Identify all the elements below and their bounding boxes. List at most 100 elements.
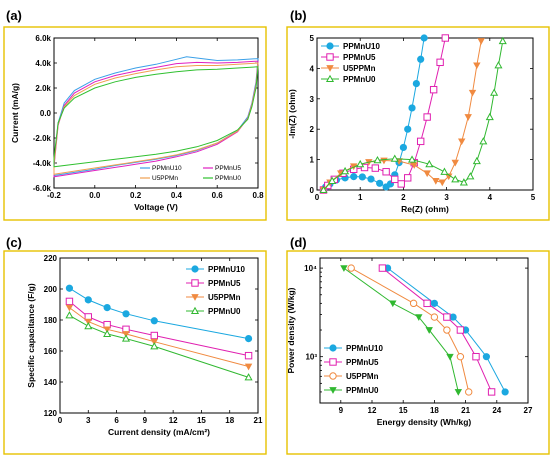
x-tick-label: 12 — [169, 416, 178, 425]
panel-b-frame — [286, 26, 550, 221]
data-point — [494, 61, 503, 69]
legend-label: PPMnU0 — [346, 386, 379, 395]
data-point — [436, 58, 444, 67]
y-tick-label: 4.0k — [35, 59, 51, 68]
data-point — [319, 185, 328, 194]
data-point — [341, 166, 350, 175]
data-point — [423, 299, 431, 308]
data-point — [373, 155, 382, 164]
data-point — [443, 326, 451, 334]
series-ppmnu0 — [340, 265, 463, 396]
data-point — [378, 264, 387, 272]
legend-label: U5PPMn — [152, 175, 178, 182]
data-point — [407, 155, 417, 163]
y-tick-label: 2.0k — [35, 84, 51, 93]
data-point — [404, 174, 412, 182]
chart-ragone-plot: 9 12 15 18 21 24 27 10³ 10⁴ Energy density (Wh/kg… — [286, 257, 533, 427]
data-point — [472, 156, 481, 165]
plot-area — [319, 257, 529, 404]
legend-marker — [329, 344, 337, 352]
data-point — [487, 388, 496, 396]
y-tick-label: 180 — [44, 316, 58, 325]
legend-marker — [191, 294, 199, 301]
y-axis-title: -Im(Z) (ohm) — [287, 89, 297, 139]
data-point — [328, 176, 337, 184]
x-tick-label: 1 — [358, 193, 363, 202]
y-tick-label: -6.0k — [33, 184, 52, 193]
data-point — [390, 154, 399, 162]
data-point — [466, 172, 475, 180]
series-line — [69, 307, 249, 367]
x-tick-label: 0 — [58, 416, 63, 425]
data-point — [485, 112, 494, 121]
data-point — [103, 329, 112, 338]
legend-marker — [329, 372, 337, 380]
series-u5ppmn — [53, 62, 259, 175]
data-point — [440, 167, 449, 175]
legend-label: PPMnU5 — [343, 53, 376, 62]
data-point — [445, 173, 453, 181]
data-point — [454, 389, 463, 396]
data-point — [415, 314, 423, 321]
legend-label: U5PPMn — [208, 293, 241, 302]
x-tick-label: 9 — [339, 406, 344, 415]
legend-marker — [325, 74, 335, 83]
y-tick-label: 1 — [310, 156, 315, 165]
data-point — [416, 137, 425, 146]
panel-a-frame — [3, 26, 267, 221]
data-point — [84, 296, 92, 304]
y-tick-label: 0.0 — [40, 109, 52, 118]
x-tick-label: 9 — [143, 416, 148, 425]
legend: PPMnU10 PPMnU5 U5PPMn PPMnU0 — [321, 42, 380, 84]
data-point — [473, 62, 481, 70]
data-point — [477, 38, 485, 45]
x-tick-label: 0.2 — [130, 191, 142, 200]
x-tick-label: 0 — [315, 193, 320, 202]
x-tick-label: 4 — [488, 193, 493, 202]
legend-label: PPMnU10 — [208, 265, 245, 274]
data-point — [244, 363, 253, 371]
data-point — [472, 352, 480, 361]
data-point — [382, 168, 390, 176]
legend-marker — [326, 65, 334, 72]
y-tick-label: 4 — [310, 64, 315, 73]
data-point — [479, 137, 488, 145]
data-point — [360, 163, 369, 172]
x-tick-label: 15 — [399, 406, 408, 415]
data-point — [358, 173, 366, 181]
series-line — [350, 267, 470, 393]
data-point — [389, 300, 397, 308]
data-point — [399, 143, 407, 152]
data-point — [490, 88, 499, 96]
x-tick-label: 3 — [444, 193, 449, 202]
y-tick-label: 220 — [44, 254, 58, 263]
plot-area — [59, 257, 259, 414]
data-point — [456, 352, 465, 361]
data-point — [423, 113, 431, 121]
legend-label: PPMnU10 — [346, 344, 383, 353]
x-tick-label: 2 — [401, 193, 406, 202]
x-tick-label: 21 — [254, 416, 263, 425]
data-point — [244, 351, 253, 360]
data-point — [429, 85, 438, 94]
data-point — [498, 36, 507, 45]
panel-c-frame — [3, 250, 267, 455]
y-tick-label: 2 — [310, 125, 315, 134]
data-point — [465, 388, 473, 396]
data-point — [482, 353, 490, 361]
data-point — [340, 265, 348, 272]
data-point — [122, 310, 130, 318]
data-point — [150, 317, 158, 325]
y-axis-title: Power density (W/kg) — [286, 287, 296, 373]
data-point — [391, 175, 399, 184]
x-axis-title: Current density (mA/cm²) — [108, 427, 210, 437]
y-axis-title: Specific capacitance (F/g) — [26, 283, 36, 388]
series-ppmnu0 — [53, 66, 259, 168]
data-point — [65, 284, 74, 292]
y-tick-label: 3 — [310, 95, 315, 104]
data-point — [449, 313, 457, 321]
series-ppmnu5 — [319, 34, 450, 194]
data-point — [103, 303, 111, 312]
series-line — [382, 267, 493, 393]
y-tick-label: 200 — [44, 285, 58, 294]
